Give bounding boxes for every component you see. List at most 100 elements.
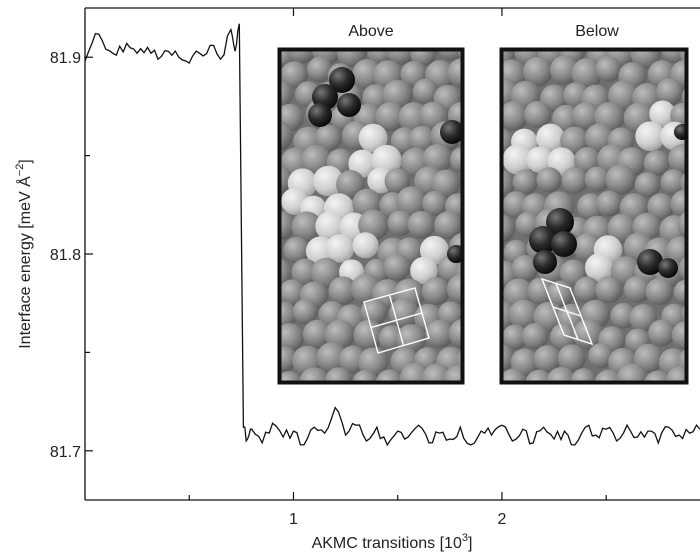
ballsA-atom-108 [281,301,298,329]
ballsA-atom-8 [458,51,461,60]
ballsA-atom-9 [281,61,308,89]
ballsB-atom-67 [596,190,622,217]
ballsA-atom-99 [281,279,306,307]
ballsB-atom-117 [503,324,528,350]
ballsA-atom-52 [449,147,461,173]
ballsA-atom-139 [375,369,404,381]
ballsA-atom-125 [472,319,502,349]
ballsB-atom-149 [610,389,638,417]
ballsA-atom-89 [470,239,495,264]
ballsA-atom-42 [408,125,436,153]
ballsB-atom-143 [689,363,700,392]
ballsB-atom-151 [660,389,687,416]
ballsA-atom-147 [342,388,370,416]
ballsA-atom-118 [302,319,332,349]
ballsA-atom-16 [447,58,461,88]
ballsB-atom-130 [588,342,614,369]
y-tick-label-1: 81.8 [50,247,81,264]
ballsB-atom-72 [503,214,516,243]
ballsB-atom-148 [586,392,615,421]
ballsA-atom-109 [292,299,318,325]
ballsA-atom-78 [407,210,436,239]
x-axis-label: AKMC transitions [103] [312,532,473,552]
ballsB-atom-102 [573,276,601,303]
ballsB-atom-59 [605,164,636,195]
ballsB-atom-135 [503,368,527,381]
ballsB-atom-125 [693,321,700,350]
ballsB-atom-46 [526,146,553,173]
ballsA-atom-71 [470,191,498,219]
ballsA-atom-68 [396,186,427,218]
ballsA-atom-48 [348,149,377,178]
ballsA-dark-atom-155 [337,93,361,117]
ballsA-dark-atom-156 [308,103,332,127]
ballsB-atom-58 [584,166,611,192]
ballsA-atom-57 [336,170,365,199]
ballsA-atom-74 [315,211,346,242]
ballsB-atom-152 [686,391,700,417]
ballsB-atom-123 [648,319,676,347]
ballsA-atom-122 [396,324,427,355]
y-tick-label-0: 81.7 [50,444,81,461]
ballsA-atom-148 [360,392,389,421]
ballsA-atom-120 [353,319,384,350]
inset-label-above: Above [348,23,393,40]
ballsB-atom-33 [649,100,676,127]
ballsA-atom-135 [281,371,302,381]
y-axis-label: Interface energy [meV Å−2] [14,159,34,349]
ballsB-atom-114 [629,304,658,332]
ballsA-atom-144 [263,389,294,420]
ballsB-dark-atom-156 [533,250,557,274]
ballsA-atom-137 [325,367,353,381]
ballsB-atom-38 [536,123,565,153]
ballsB-atom-91 [511,254,539,282]
ballsA-atom-152 [457,390,486,419]
ballsB-atom-23 [608,80,639,112]
ballsB-atom-55 [512,169,538,195]
ballsA-atom-96 [410,256,438,285]
ballsB-dark-atom-154 [529,226,557,254]
ballsA-atom-61 [431,169,461,198]
ballsA-atom-38 [314,124,342,152]
ballsA-atom-7 [438,51,461,61]
ballsA-atom-72 [281,210,295,240]
ballsB-atom-7 [661,51,685,64]
ballsA-atom-105 [421,277,450,306]
ballsA-atom-59 [384,168,411,194]
ballsB-atom-136 [525,369,553,381]
ballsA-atom-73 [291,211,323,242]
ballsB-atom-139 [594,369,623,381]
ballsA-atom-136 [299,367,330,381]
ballsA-atom-31 [375,101,405,132]
ballsB-atom-56 [536,167,562,193]
series-line [85,23,700,447]
y-tick-label-2: 81.9 [50,50,81,67]
ballsA-atom-35 [471,106,498,133]
ballsA-atom-138 [352,369,378,381]
ballsB-atom-28 [524,101,552,129]
ballsA-atom-107 [469,277,499,307]
ballsB-atom-145 [514,391,542,419]
ballsB-atom-132 [633,343,664,374]
ballsA-atom-84 [352,232,379,259]
ballsB-atom-105 [645,277,673,306]
ballsA-atom-1 [287,51,317,64]
ballsA-atom-36 [281,120,293,151]
ballsA-atom-128 [316,342,348,373]
ballsB-atom-150 [634,388,661,415]
ballsB-atom-25 [656,78,684,106]
ballsB-atom-140 [617,363,648,381]
inset-image-above [263,47,502,421]
axis-ticks: 1 2 81.7 81.8 81.9 [50,8,607,528]
ballsB-atom-89 [693,234,700,260]
ballsA-atom-77 [387,210,413,236]
ballsA-atom-18 [281,80,293,108]
ballsB-atom-116 [681,305,685,324]
ballsB-atom-94 [584,253,614,282]
ballsA-atom-106 [446,273,461,305]
ballsB-atom-60 [634,171,661,198]
ballsB-atom-52 [668,144,685,174]
ballsB-atom-57 [561,166,589,194]
ballsB-atom-13 [595,56,622,82]
unit-cell-grid-above [363,287,430,354]
